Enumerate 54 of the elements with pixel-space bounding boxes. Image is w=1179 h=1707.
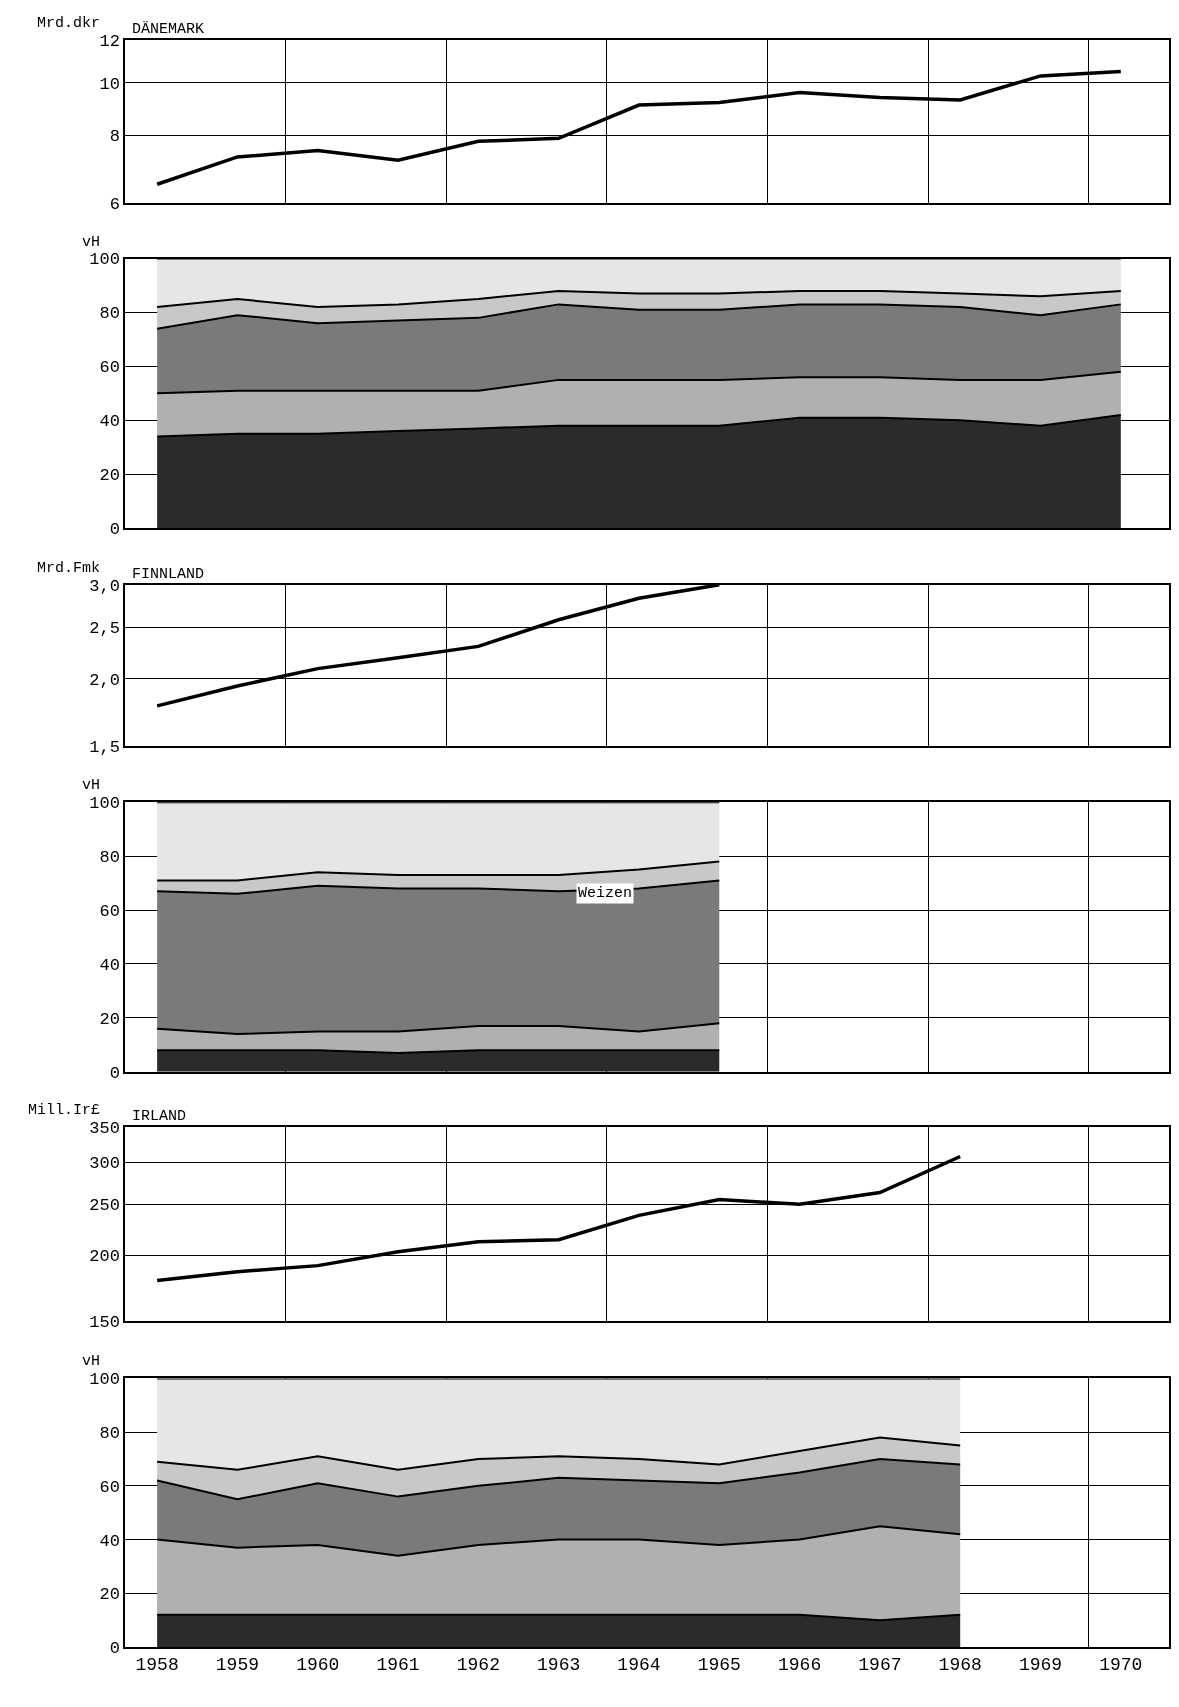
y-tick-label: 60: [99, 358, 120, 378]
y-tick-label: 80: [99, 304, 120, 324]
chart-title: FINNLAND: [132, 566, 205, 583]
x-tick-label: 1968: [938, 1655, 982, 1676]
x-tick-label: 1965: [697, 1655, 741, 1676]
x-tick-label: 1967: [858, 1655, 902, 1676]
y-tick-label: 150: [89, 1312, 120, 1332]
x-tick-label: 1966: [777, 1655, 822, 1676]
y-tick-label: 300: [89, 1154, 120, 1174]
y-tick-label: 350: [89, 1119, 120, 1139]
y-tick-label: 20: [99, 1585, 120, 1605]
y-tick-label: 1,5: [89, 737, 120, 757]
y-axis-title: Mill.Ir£: [28, 1102, 101, 1119]
y-tick-label: 3,0: [89, 576, 120, 596]
y-tick-label: 200: [89, 1247, 120, 1267]
y-tick-label: 100: [89, 794, 120, 814]
y-axis-title: vH: [82, 1353, 101, 1370]
x-tick-label: 1960: [296, 1655, 340, 1676]
x-tick-label: 1962: [456, 1655, 500, 1676]
y-tick-label: 2,0: [89, 670, 120, 690]
y-tick-label: 20: [99, 1009, 120, 1029]
y-axis-title: vH: [82, 777, 101, 794]
x-tick-label: 1964: [617, 1655, 661, 1676]
y-tick-label: 20: [99, 466, 120, 486]
y-tick-label: 40: [99, 412, 120, 432]
chart-title: IRLAND: [132, 1108, 187, 1125]
y-tick-label: 0: [109, 1638, 120, 1658]
y-tick-label: 40: [99, 1531, 120, 1551]
x-tick-label: 1961: [376, 1655, 420, 1676]
annotation: Weizen: [578, 885, 633, 902]
y-tick-label: 0: [109, 520, 120, 540]
y-axis-title: Mrd.Fmk: [37, 560, 101, 577]
y-tick-label: 80: [99, 1424, 120, 1444]
y-tick-label: 60: [99, 1477, 120, 1497]
x-tick-label: 1958: [135, 1655, 179, 1676]
y-tick-label: 10: [99, 74, 120, 94]
y-tick-label: 0: [109, 1063, 120, 1083]
y-axis-title: vH: [82, 234, 101, 251]
y-tick-label: 6: [109, 195, 120, 215]
y-tick-label: 60: [99, 901, 120, 921]
y-tick-label: 100: [89, 1370, 120, 1390]
chart-title: DÄNEMARK: [132, 20, 205, 38]
x-tick-label: 1970: [1099, 1655, 1143, 1676]
y-axis-title: Mrd.dkr: [37, 15, 101, 32]
x-tick-label: 1969: [1018, 1655, 1063, 1676]
y-tick-label: 40: [99, 955, 120, 975]
y-tick-label: 12: [99, 31, 120, 51]
y-tick-label: 250: [89, 1196, 120, 1216]
x-tick-label: 1963: [537, 1655, 581, 1676]
y-tick-label: 80: [99, 848, 120, 868]
x-tick-label: 1959: [215, 1655, 260, 1676]
y-tick-label: 2,5: [89, 619, 120, 639]
y-tick-label: 8: [109, 127, 120, 147]
y-tick-label: 100: [89, 250, 120, 270]
